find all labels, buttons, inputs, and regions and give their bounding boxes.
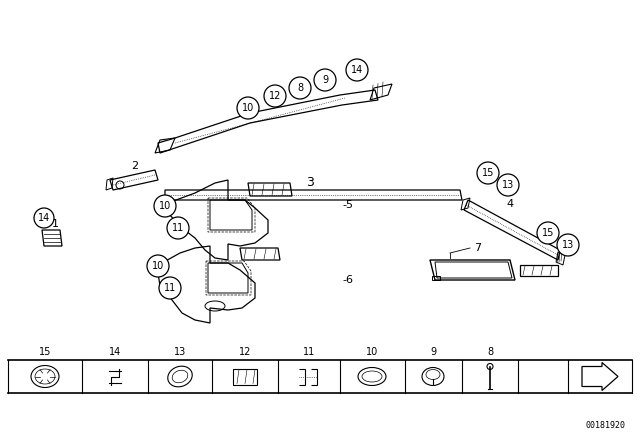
Text: 9: 9 xyxy=(322,75,328,85)
Text: 12: 12 xyxy=(239,347,251,357)
Text: 14: 14 xyxy=(109,347,121,357)
Text: 13: 13 xyxy=(174,347,186,357)
Text: 13: 13 xyxy=(562,240,574,250)
Text: 12: 12 xyxy=(269,91,281,101)
Text: 10: 10 xyxy=(159,201,171,211)
Text: 7: 7 xyxy=(474,243,481,253)
Circle shape xyxy=(167,217,189,239)
Text: 9: 9 xyxy=(430,347,436,357)
Text: 3: 3 xyxy=(306,176,314,189)
Text: 14: 14 xyxy=(38,213,50,223)
Circle shape xyxy=(237,97,259,119)
Circle shape xyxy=(346,59,368,81)
Circle shape xyxy=(264,85,286,107)
Text: 15: 15 xyxy=(39,347,51,357)
Text: -6: -6 xyxy=(342,275,353,285)
Text: 4: 4 xyxy=(506,199,513,209)
Text: 15: 15 xyxy=(542,228,554,238)
Text: 8: 8 xyxy=(487,347,493,357)
Circle shape xyxy=(477,162,499,184)
Text: 10: 10 xyxy=(152,261,164,271)
Text: 10: 10 xyxy=(366,347,378,357)
Circle shape xyxy=(497,174,519,196)
Text: 14: 14 xyxy=(351,65,363,75)
Text: 11: 11 xyxy=(172,223,184,233)
Text: 2: 2 xyxy=(131,161,139,171)
Circle shape xyxy=(154,195,176,217)
Text: 10: 10 xyxy=(242,103,254,113)
Text: 1: 1 xyxy=(51,219,58,229)
Circle shape xyxy=(557,234,579,256)
Circle shape xyxy=(289,77,311,99)
Text: 11: 11 xyxy=(303,347,315,357)
Text: 00181920: 00181920 xyxy=(585,421,625,430)
Text: 8: 8 xyxy=(297,83,303,93)
Circle shape xyxy=(34,208,54,228)
Text: 15: 15 xyxy=(482,168,494,178)
Text: 13: 13 xyxy=(502,180,514,190)
Text: 11: 11 xyxy=(164,283,176,293)
Circle shape xyxy=(537,222,559,244)
Circle shape xyxy=(314,69,336,91)
Circle shape xyxy=(159,277,181,299)
Circle shape xyxy=(147,255,169,277)
Text: -5: -5 xyxy=(342,200,353,210)
